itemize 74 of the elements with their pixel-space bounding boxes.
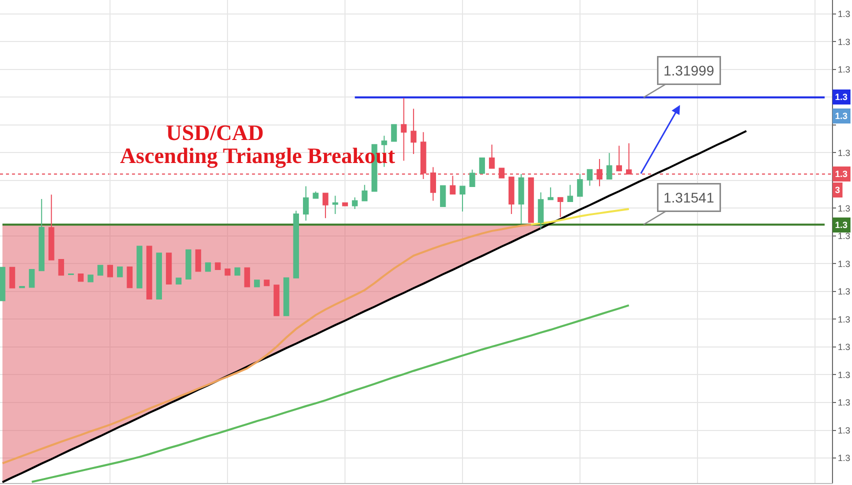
candlestick: [322, 192, 328, 219]
ref-line-label: 1.3 3: [835, 169, 848, 195]
line-series: [530, 208, 630, 226]
y-tick-label: 1.3: [838, 36, 850, 47]
candlestick: [479, 157, 485, 174]
candlestick: [616, 145, 622, 172]
candlestick: [508, 176, 514, 215]
candlestick: [9, 266, 16, 288]
candlestick: [176, 278, 182, 284]
candlestick: [469, 169, 476, 188]
y-tick-label: 1.3: [838, 286, 850, 297]
candlestick: [254, 280, 260, 288]
candlestick: [538, 192, 544, 230]
candlestick: [78, 273, 84, 282]
candlestick: [0, 266, 6, 302]
candlestick: [410, 108, 416, 155]
line-series: [30, 304, 630, 483]
y-tick-label: 1.3: [838, 203, 850, 214]
y-tick-label: 1.3: [838, 231, 850, 242]
candlestick: [214, 262, 221, 270]
candlestick: [107, 264, 114, 278]
candlestick: [126, 266, 133, 288]
candlestick: [28, 269, 35, 288]
y-tick-label: 1.3: [838, 9, 850, 20]
y-tick-label: 1.3: [838, 314, 850, 324]
y-tick-label: 1.3: [838, 453, 850, 464]
candlestick: [146, 246, 152, 300]
candlestick: [38, 198, 44, 272]
y-tick-label: 1.3: [838, 398, 850, 408]
candlestick: [97, 264, 104, 276]
candlestick: [312, 191, 319, 199]
candlestick: [391, 124, 397, 142]
series-label: 1.31541: [664, 190, 714, 206]
candlestick: [586, 169, 593, 186]
y-tick-label: 1.3: [838, 64, 850, 75]
y-tick-label: 1.3: [838, 370, 850, 380]
candlestick: [606, 152, 612, 180]
candlestick: [293, 210, 299, 278]
candlestick: [488, 144, 495, 169]
candlestick: [244, 267, 250, 288]
candlestick: [234, 267, 240, 276]
candlestick: [283, 277, 290, 316]
candlestick: [400, 97, 407, 162]
candlestick: [518, 174, 524, 225]
series-label: 1.31999: [664, 62, 714, 78]
candlestick: [557, 197, 564, 218]
candlestick: [224, 268, 230, 276]
candlestick: [166, 252, 172, 284]
candlestick: [48, 194, 54, 260]
candlestick: [58, 259, 64, 276]
candlestick: [352, 196, 358, 210]
candlestick: [440, 185, 446, 208]
candlestick: [195, 249, 202, 272]
candlestick: [274, 284, 280, 316]
candlestick: [117, 266, 123, 278]
y-tick-label: 1.3: [838, 148, 850, 158]
candlestick: [577, 174, 583, 197]
candlestick: [205, 262, 211, 272]
candlestick: [342, 202, 348, 206]
candlestick: [528, 177, 534, 223]
candlestick: [302, 186, 309, 222]
candlestick: [460, 186, 466, 212]
candlestick: [156, 252, 162, 300]
candlestick: [264, 280, 270, 286]
candlestick: [186, 249, 192, 280]
y-tick-label: 1.3: [838, 425, 850, 436]
candlestick: [136, 246, 142, 288]
candlestick: [332, 195, 338, 215]
y-tick-label: 1.3: [838, 342, 850, 352]
candlestick: [567, 184, 574, 202]
candlestick: [362, 184, 368, 202]
y-tick-label: 1.3: [838, 258, 850, 269]
candlestick: [548, 186, 554, 200]
candlestick: [88, 274, 94, 282]
